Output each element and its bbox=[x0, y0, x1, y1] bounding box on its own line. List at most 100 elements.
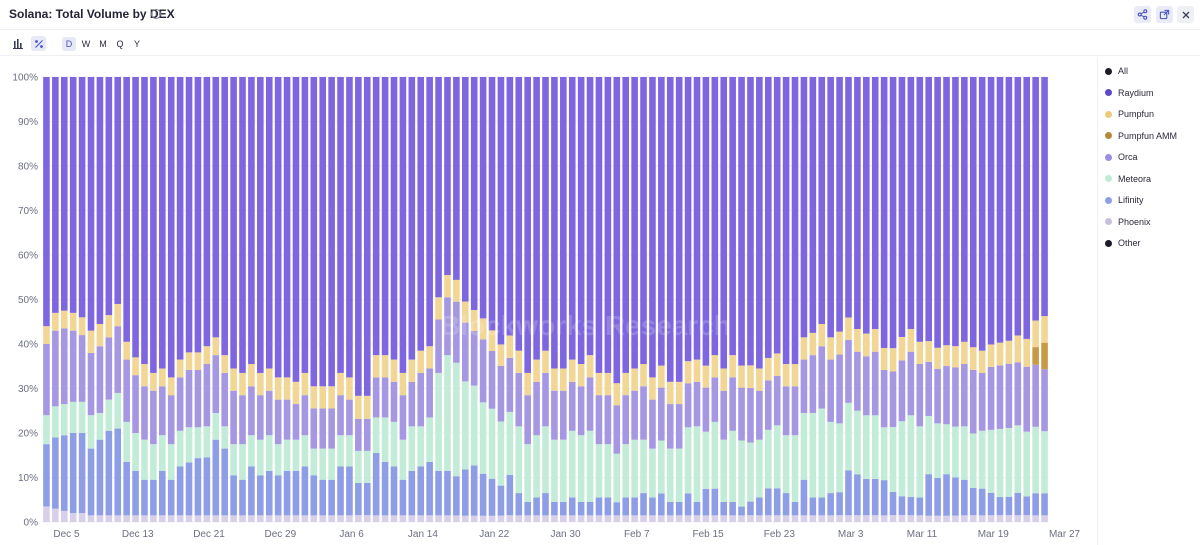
legend-label: Phoenix bbox=[1118, 216, 1151, 227]
bar-segment-phoenix bbox=[684, 515, 692, 522]
bar-segment-orca bbox=[283, 399, 291, 440]
bar-segment-meteora bbox=[506, 411, 514, 475]
legend-item-meteora[interactable]: Meteora bbox=[1105, 172, 1151, 186]
legend-item-orca[interactable]: Orca bbox=[1105, 150, 1138, 164]
bar-chart-button[interactable] bbox=[10, 36, 25, 51]
bar-segment-phoenix bbox=[978, 515, 986, 522]
bar-segment-phoenix bbox=[756, 515, 763, 522]
bar-segment-meteora bbox=[470, 385, 478, 466]
bar-segment-meteora bbox=[462, 381, 469, 470]
legend-dot bbox=[1105, 196, 1112, 204]
open-external-button[interactable] bbox=[1156, 6, 1173, 23]
bar-segment-lifinity bbox=[622, 497, 629, 516]
legend-item-raydium[interactable]: Raydium bbox=[1105, 86, 1154, 100]
bar-segment-raydium bbox=[43, 77, 50, 327]
bar-segment-phoenix bbox=[310, 515, 318, 522]
bar-segment-raydium bbox=[756, 77, 763, 369]
bar-segment-phoenix bbox=[702, 515, 710, 522]
bar-segment-orca bbox=[363, 418, 371, 451]
bar-segment-raydium bbox=[577, 77, 585, 365]
bar-segment-pumpfun bbox=[301, 372, 309, 396]
bar-segment-lifinity bbox=[265, 470, 273, 516]
bar-segment-meteora bbox=[684, 427, 692, 494]
bar-segment-meteora bbox=[497, 421, 505, 486]
period-button-y[interactable]: Y bbox=[133, 39, 140, 49]
bar-segment-lifinity bbox=[863, 478, 870, 516]
bar-segment-phoenix bbox=[96, 515, 104, 522]
bar-segment-phoenix bbox=[524, 515, 531, 522]
info-icon[interactable]: i bbox=[151, 9, 161, 19]
bar-segment-raydium bbox=[87, 77, 95, 331]
chart-title: Solana: Total Volume by DEX bbox=[9, 7, 175, 21]
bar-segment-raydium bbox=[649, 77, 656, 378]
legend-item-phoenix[interactable]: Phoenix bbox=[1105, 215, 1151, 229]
bar-segment-phoenix bbox=[265, 515, 273, 522]
bar-segment-pumpfun bbox=[399, 372, 407, 396]
bar-segment-phoenix bbox=[969, 515, 977, 522]
bar-segment-raydium bbox=[907, 77, 915, 330]
bar-segment-pumpfun bbox=[666, 381, 674, 405]
close-button[interactable] bbox=[1177, 6, 1194, 23]
bar-segment-meteora bbox=[952, 426, 959, 478]
bar-segment-orca bbox=[836, 354, 843, 424]
bar-segment-lifinity bbox=[898, 496, 906, 515]
share-button[interactable] bbox=[1134, 6, 1151, 23]
bar-segment-orca bbox=[649, 399, 656, 449]
bar-segment-lifinity bbox=[684, 493, 692, 516]
period-button-w[interactable]: W bbox=[81, 39, 91, 49]
bar-segment-raydium bbox=[114, 77, 122, 304]
bar-segment-pumpfun bbox=[292, 381, 300, 405]
bar-segment-raydium bbox=[96, 77, 104, 324]
y-tick-label: 80% bbox=[18, 162, 38, 173]
bar-segment-raydium bbox=[560, 77, 567, 369]
open-external-icon bbox=[1159, 9, 1170, 20]
period-button-m[interactable]: M bbox=[99, 39, 107, 49]
bar-segment-lifinity bbox=[791, 501, 799, 516]
bar-segment-phoenix bbox=[996, 515, 1004, 522]
legend-item-all[interactable]: All bbox=[1105, 64, 1128, 78]
period-button-d[interactable]: D bbox=[62, 37, 76, 51]
bar-segment-pumpfun bbox=[773, 353, 781, 376]
legend-item-pumpfun[interactable]: Pumpfun bbox=[1105, 107, 1154, 121]
bar-segment-orca bbox=[408, 381, 416, 427]
bar-segment-raydium bbox=[310, 77, 318, 387]
bar-segment-phoenix bbox=[1032, 515, 1039, 522]
bar-segment-pumpfun bbox=[337, 372, 344, 396]
bar-segment-meteora bbox=[631, 439, 638, 498]
bar-segment-raydium bbox=[212, 77, 220, 338]
bar-segment-lifinity bbox=[764, 488, 772, 516]
bar-segment-raydium bbox=[390, 77, 398, 360]
period-button-q[interactable]: Q bbox=[116, 39, 124, 49]
legend-item-other[interactable]: Other bbox=[1105, 236, 1141, 250]
bar-segment-phoenix bbox=[87, 515, 95, 522]
bar-segment-pumpfun bbox=[185, 352, 193, 370]
bar-segment-phoenix bbox=[533, 515, 540, 522]
legend-dot bbox=[1105, 132, 1112, 139]
bar-segment-phoenix bbox=[203, 515, 211, 522]
bar-segment-raydium bbox=[595, 77, 603, 373]
percent-view-button[interactable] bbox=[31, 36, 46, 51]
bar-segment-pumpfun bbox=[889, 348, 897, 372]
bar-segment-meteora bbox=[426, 417, 433, 462]
bar-segment-orca bbox=[702, 387, 710, 432]
bar-segment-raydium bbox=[185, 77, 193, 353]
bar-segment-meteora bbox=[150, 444, 157, 480]
bar-segment-orca bbox=[871, 351, 879, 416]
bar-segment-raydium bbox=[417, 77, 425, 351]
bar-segment-pumpfun bbox=[1023, 338, 1031, 367]
bar-segment-orca bbox=[462, 322, 469, 382]
bar-segment-meteora bbox=[524, 444, 531, 502]
bar-segment-raydium bbox=[524, 77, 531, 373]
legend-item-lifinity[interactable]: Lifinity bbox=[1105, 193, 1144, 207]
x-tick-label: Dec 29 bbox=[264, 529, 296, 540]
bar-segment-meteora bbox=[613, 453, 621, 503]
bar-segment-pumpfun bbox=[800, 337, 808, 360]
bar-segment-pumpfun bbox=[524, 372, 531, 396]
bar-segment-pumpfun bbox=[346, 377, 353, 400]
legend-item-pumpfun-amm[interactable]: Pumpfun AMM bbox=[1105, 129, 1177, 143]
bar-segment-pumpfun bbox=[52, 312, 59, 331]
bar-segment-lifinity bbox=[257, 475, 264, 516]
bar-segment-phoenix bbox=[791, 515, 799, 522]
bar-segment-meteora bbox=[1005, 427, 1013, 497]
bar-segment-orca bbox=[577, 386, 585, 436]
